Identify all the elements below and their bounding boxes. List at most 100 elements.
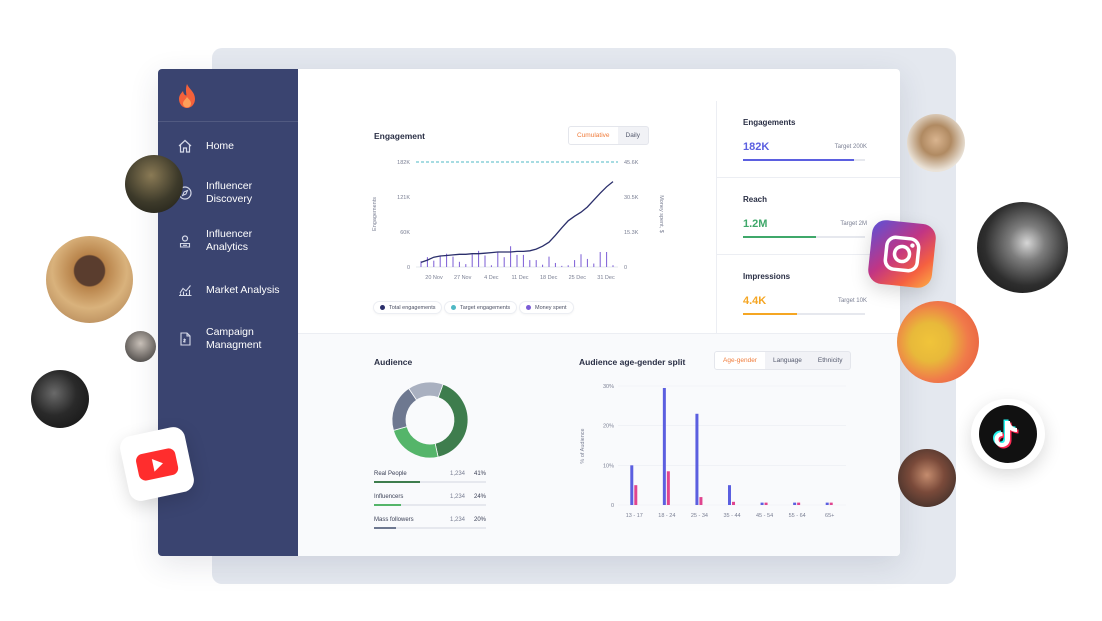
age-bar <box>825 502 829 505</box>
influencer-avatar[interactable] <box>125 331 156 362</box>
audience-title: Audience <box>374 357 413 367</box>
x-tick-label: 4 Dec <box>484 275 499 281</box>
audience-bar-track <box>374 527 486 529</box>
age-bar <box>728 485 731 505</box>
audience-label: Real People <box>374 471 407 477</box>
x-tick-label: 11 Dec <box>511 275 528 281</box>
document-icon <box>180 332 191 346</box>
main-content: Engagement Cumulative Daily 182K 121K 60K 0… <box>298 69 900 556</box>
kpi-progress-track <box>743 159 865 161</box>
y-tick-label: 0 <box>611 503 614 509</box>
legend-total-engagements[interactable]: Total engagements <box>373 301 443 314</box>
age-gender-tabs: Age-gender Language Ethnicity <box>714 351 852 370</box>
age-bar <box>793 502 797 505</box>
x-tick-label: 18 Dec <box>540 275 558 281</box>
kpi-progress-track <box>743 313 865 315</box>
audience-count: 1,234 <box>450 494 466 500</box>
influencer-avatar[interactable] <box>125 155 183 213</box>
legend-label: Total engagements <box>389 304 436 311</box>
kpi-title: Reach <box>743 195 768 204</box>
influencer-avatar[interactable] <box>46 236 133 323</box>
tiktok-badge[interactable] <box>971 399 1045 469</box>
youtube-icon <box>136 448 179 481</box>
flame-logo-icon[interactable] <box>176 83 198 109</box>
kpi-progress-fill <box>743 159 855 161</box>
audience-label: Mass followers <box>374 517 414 523</box>
audience-percent: 24% <box>473 494 486 500</box>
age-bar <box>764 502 768 505</box>
dashboard-window: Home Influencer Discovery Influencer Ana… <box>158 69 900 556</box>
audience-label: Influencers <box>374 494 404 500</box>
kpi-target: Target 200K <box>834 144 867 150</box>
y-tick-label: 60K <box>400 230 410 236</box>
sidebar-item-label: Home <box>206 139 235 152</box>
x-tick-label: 25 - 34 <box>691 513 708 519</box>
chart-line-icon <box>179 285 192 297</box>
tab-cumulative[interactable]: Cumulative <box>569 127 618 144</box>
x-tick-label: 13 - 17 <box>626 513 643 519</box>
sidebar-item-campaign-managment[interactable]: Campaign Managment <box>158 319 298 359</box>
tab-daily[interactable]: Daily <box>625 132 640 139</box>
kpi-target: Target 10K <box>837 298 867 304</box>
kpi-reach: Reach 1.2M Target 2M <box>717 178 900 255</box>
y-axis-label: Engagements <box>372 197 378 231</box>
user-badge-icon <box>179 235 191 248</box>
sidebar-divider <box>158 121 298 122</box>
sidebar-item-market-analysis[interactable]: Market Analysis <box>158 270 298 310</box>
kpi-title: Engagements <box>743 118 796 127</box>
x-tick-label: 27 Nov <box>454 275 472 281</box>
influencer-avatar[interactable] <box>898 449 956 507</box>
x-tick-label: 31 Dec <box>597 275 615 281</box>
audience-bar-fill <box>374 527 397 529</box>
sidebar-item-influencer-discovery[interactable]: Influencer Discovery <box>158 173 298 213</box>
y2-tick-label: 0 <box>624 265 627 271</box>
influencer-avatar[interactable] <box>907 114 965 172</box>
influencer-avatar[interactable] <box>31 370 89 428</box>
sidebar-item-influencer-analytics[interactable]: Influencer Analytics <box>158 221 298 261</box>
audience-row-mass-followers: Mass followers 1,234 20% <box>374 517 486 533</box>
legend-label: Money spent <box>535 304 567 311</box>
youtube-badge[interactable] <box>117 424 197 504</box>
y2-tick-label: 45.6K <box>624 160 639 166</box>
y-axis-label: % of Audience <box>580 428 586 463</box>
y2-axis-label: Money spent, $ <box>658 195 664 233</box>
kpi-engagements: Engagements 182K Target 200K <box>717 101 900 178</box>
engagement-title: Engagement <box>374 131 426 141</box>
kpi-progress-track <box>743 236 865 238</box>
sidebar-item-label: Campaign Managment <box>206 326 262 351</box>
age-bar <box>630 465 634 505</box>
sidebar-item-label: Influencer Discovery <box>206 180 253 205</box>
age-bar <box>634 485 638 505</box>
donut-slice <box>408 381 444 401</box>
x-tick-label: 25 Dec <box>569 275 587 281</box>
instagram-icon <box>883 235 921 273</box>
engagement-chart: 182K 121K 60K 0 45.6K 30.5K 15.3K 0 Engagements M… <box>372 160 664 281</box>
legend-target-engagements[interactable]: Target engagements <box>444 301 518 314</box>
x-tick-label: 18 - 24 <box>658 513 675 519</box>
audience-bar-track <box>374 504 486 506</box>
influencer-avatar[interactable] <box>977 202 1068 293</box>
instagram-badge[interactable] <box>866 218 938 290</box>
kpi-target: Target 2M <box>840 221 867 227</box>
bottom-section: Audience Real People 1,234 41% Influence… <box>298 333 900 556</box>
influencer-avatar[interactable] <box>897 301 979 383</box>
tab-ethnicity[interactable]: Ethnicity <box>817 357 843 364</box>
x-tick-label: 55 - 64 <box>789 513 806 519</box>
sidebar-item-label: Influencer Analytics <box>206 228 253 253</box>
tab-age-gender[interactable]: Age-gender <box>715 352 765 369</box>
y-tick-label: 0 <box>407 265 410 271</box>
x-tick-label: 65+ <box>825 513 834 519</box>
tab-language[interactable]: Language <box>772 357 802 364</box>
engagement-tabs: Cumulative Daily <box>568 126 649 145</box>
kpi-value: 4.4K <box>743 295 767 307</box>
kpi-progress-fill <box>743 236 817 238</box>
y-tick-label: 20% <box>603 424 614 430</box>
legend-money-spent[interactable]: Money spent <box>519 301 574 314</box>
age-bar <box>797 502 801 505</box>
kpi-impressions: Impressions 4.4K Target 10K <box>717 255 900 332</box>
kpi-progress-fill <box>743 313 797 315</box>
y-tick-label: 121K <box>397 195 410 201</box>
kpi-value: 182K <box>743 141 770 153</box>
sidebar-item-home[interactable]: Home <box>158 126 298 166</box>
